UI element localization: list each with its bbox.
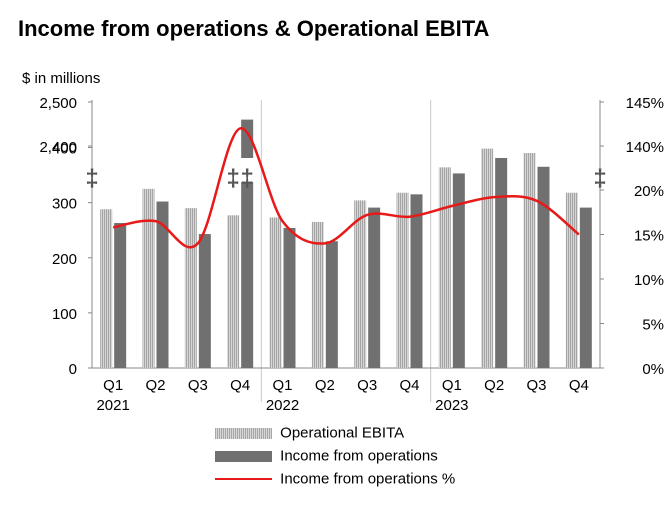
bar-operational-ebita [396, 192, 409, 368]
x-axis-quarter-label: Q2 [145, 377, 165, 394]
right-axis-tick-label: 0% [642, 361, 664, 378]
x-axis-quarter-label: Q2 [315, 377, 335, 394]
bar-income-from-operations [537, 166, 550, 368]
x-axis-year-label: 2022 [266, 397, 299, 414]
bar-break-symbol: ‡ [226, 165, 239, 192]
legend-label-income: Income from operations [280, 447, 438, 465]
bar-income-from-operations [452, 173, 465, 368]
bar-operational-ebita [100, 209, 113, 368]
left-axis-tick-label: 2,500 [39, 95, 77, 112]
x-axis-quarter-label: Q3 [357, 377, 377, 394]
x-axis-quarter-label: Q2 [484, 377, 504, 394]
x-axis-quarter-label: Q4 [399, 377, 419, 394]
x-axis-quarter-label: Q3 [188, 377, 208, 394]
left-axis-break-symbol: ‡ [85, 165, 98, 192]
left-axis-tick-label: 400 [52, 141, 77, 158]
bar-operational-ebita [481, 148, 494, 368]
bar-operational-ebita [184, 208, 197, 368]
right-axis-tick-label: 145% [626, 95, 664, 112]
x-axis-quarter-label: Q1 [442, 377, 462, 394]
legend-label-ebita: Operational EBITA [280, 424, 405, 442]
legend-item-income: Income from operations [215, 447, 438, 465]
bar-income-from-operations [495, 157, 508, 368]
legend-item-pct: Income from operations % [215, 470, 455, 488]
x-axis-quarter-label: Q4 [569, 377, 589, 394]
legend-item-ebita: Operational EBITA [215, 424, 404, 442]
bar-operational-ebita [227, 215, 240, 368]
right-axis-tick-label: 15% [634, 228, 664, 245]
bar-income-from-operations [198, 234, 211, 368]
bar-operational-ebita [311, 221, 324, 368]
bar-income-from-operations [241, 119, 254, 368]
bar-income-from-operations [579, 207, 592, 368]
bar-operational-ebita [269, 217, 282, 368]
bar-operational-ebita [565, 192, 578, 368]
right-axis-tick-label: 20% [634, 183, 664, 200]
x-axis-quarter-label: Q3 [526, 377, 546, 394]
right-axis-tick-label: 140% [626, 139, 664, 156]
x-axis-quarter-label: Q4 [230, 377, 250, 394]
bar-operational-ebita [523, 153, 536, 368]
bar-income-from-operations [410, 194, 423, 368]
bar-income-from-operations [283, 227, 296, 368]
legend-label-pct: Income from operations % [280, 470, 456, 488]
left-axis-tick-label: 0 [69, 361, 77, 378]
bar-income-from-operations [325, 241, 338, 368]
x-axis-year-label: 2023 [435, 397, 468, 414]
left-axis-tick-label: 100 [52, 306, 77, 323]
bar-break-symbol: ‡ [240, 165, 253, 192]
right-axis-tick-label: 10% [634, 272, 664, 289]
bar-operational-ebita [438, 167, 451, 368]
legend-swatch-ebita [215, 427, 272, 439]
bar-income-from-operations [156, 201, 169, 368]
right-axis-break-symbol: ‡ [593, 165, 606, 192]
left-axis-tick-label: 200 [52, 251, 77, 268]
x-axis-quarter-label: Q1 [103, 377, 123, 394]
right-axis-tick-label: 5% [642, 317, 664, 334]
bar-income-from-operations [368, 207, 381, 368]
left-axis-tick-label: 300 [52, 196, 77, 213]
bar-operational-ebita [354, 200, 367, 368]
legend-swatch-income [215, 450, 272, 462]
left-axis-tick-label: 2,400 [39, 139, 77, 156]
bar-operational-ebita [142, 188, 155, 368]
line-income-from-operations-pct [112, 127, 580, 249]
chart-title: Income from operations & Operational EBI… [18, 16, 490, 41]
legend-swatch-pct [215, 478, 272, 481]
x-axis-quarter-label: Q1 [272, 377, 292, 394]
bar-break-gap [224, 158, 259, 182]
y-axis-unit-label: $ in millions [22, 70, 101, 87]
bar-income-from-operations [114, 223, 127, 368]
x-axis-year-label: 2021 [96, 397, 129, 414]
